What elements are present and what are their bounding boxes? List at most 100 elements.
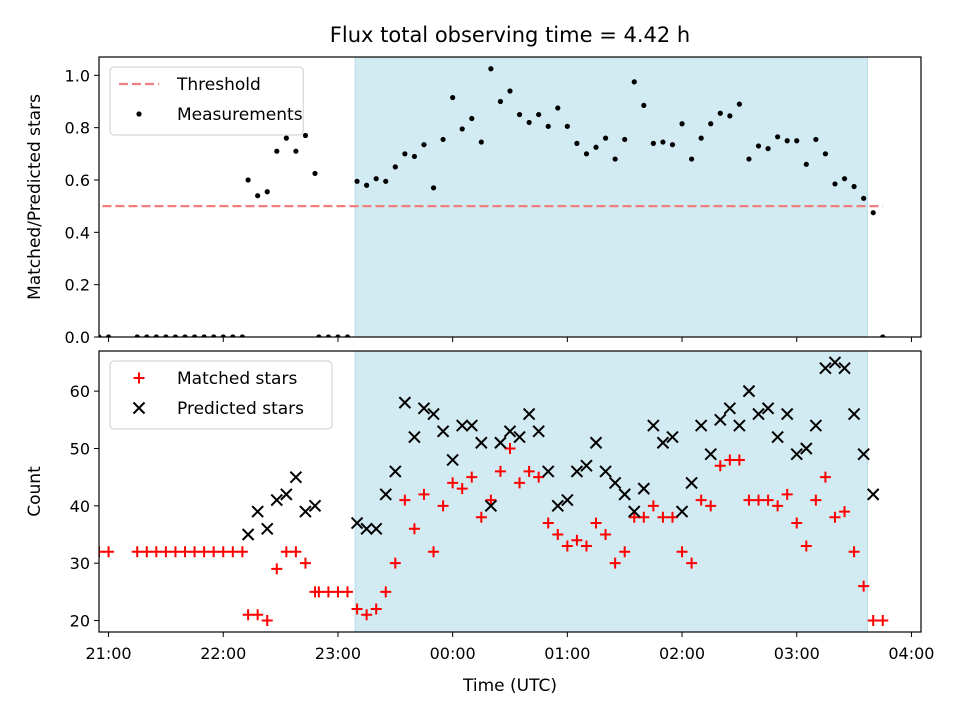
- data-point: [781, 488, 793, 500]
- data-point: [242, 609, 254, 621]
- data-point: [344, 334, 351, 337]
- data-point: [399, 494, 411, 506]
- data-point: [870, 210, 876, 216]
- data-point: [144, 334, 150, 337]
- legend-label: Threshold: [176, 75, 261, 95]
- data-point: [698, 135, 704, 141]
- data-point: [494, 436, 507, 449]
- legend-matched-swatch: [133, 372, 145, 384]
- observing-window-span: [354, 56, 868, 338]
- data-point: [516, 111, 523, 118]
- data-point: [800, 442, 813, 455]
- data-point: [650, 140, 656, 146]
- data-point: [714, 413, 727, 427]
- data-point: [383, 178, 389, 184]
- data-point: [105, 334, 112, 337]
- data-point: [332, 586, 344, 598]
- legend-box: [109, 360, 333, 430]
- data-point: [694, 419, 708, 432]
- data-point: [775, 134, 781, 140]
- data-point: [819, 471, 831, 483]
- plot-area: [99, 66, 886, 337]
- data-point: [829, 511, 841, 523]
- data-point: [858, 580, 870, 592]
- axes-frame: [98, 350, 922, 633]
- data-point: [761, 402, 775, 415]
- data-point: [551, 499, 564, 513]
- data-point: [851, 183, 857, 190]
- data-point: [241, 528, 255, 541]
- data-point: [666, 511, 678, 523]
- data-point: [514, 477, 526, 489]
- data-point: [398, 396, 412, 409]
- data-point: [839, 506, 851, 518]
- x-axis-label: Time (UTC): [462, 676, 557, 696]
- data-point: [647, 500, 659, 512]
- data-point: [828, 356, 842, 369]
- data-point: [131, 546, 143, 558]
- data-point: [765, 145, 771, 152]
- data-point: [153, 334, 159, 337]
- series-measurements: [99, 66, 886, 337]
- data-point: [494, 465, 506, 477]
- x-tick-label: 23:00: [315, 644, 361, 663]
- data-point: [350, 516, 364, 530]
- data-point: [669, 142, 676, 148]
- data-point: [280, 546, 292, 558]
- data-point: [723, 402, 737, 415]
- y-tick-label: 20: [70, 612, 90, 631]
- data-point: [264, 189, 270, 195]
- data-point: [784, 138, 790, 144]
- data-point: [861, 195, 867, 201]
- legend-label: Predicted stars: [177, 399, 304, 419]
- data-point: [822, 151, 829, 157]
- data-point: [230, 334, 236, 337]
- data-point: [252, 609, 264, 621]
- data-point: [503, 425, 517, 438]
- data-point: [638, 511, 650, 523]
- data-point: [743, 494, 755, 506]
- data-point: [708, 121, 714, 127]
- data-point: [571, 534, 583, 546]
- data-point: [469, 115, 475, 122]
- data-point: [628, 511, 640, 523]
- data-point: [290, 546, 302, 558]
- data-point: [245, 177, 251, 183]
- x-tick-label: 21:00: [86, 644, 132, 663]
- data-point: [561, 540, 573, 552]
- data-point: [182, 334, 188, 337]
- data-point: [695, 494, 707, 506]
- y-tick-label: 50: [70, 439, 90, 458]
- data-point: [103, 546, 115, 558]
- data-point: [312, 170, 318, 177]
- data-point: [656, 436, 670, 449]
- data-point: [880, 334, 886, 337]
- data-point: [335, 334, 341, 337]
- data-point: [819, 361, 832, 375]
- data-point: [379, 488, 392, 501]
- data-point: [169, 546, 181, 558]
- data-point: [456, 419, 469, 432]
- data-point: [302, 132, 309, 139]
- data-point: [172, 334, 179, 337]
- data-point: [440, 136, 446, 143]
- data-point: [857, 448, 870, 461]
- x-tick-label: 02:00: [659, 644, 705, 663]
- data-point: [679, 121, 685, 127]
- y-tick-label: 0.6: [65, 171, 90, 190]
- data-point: [255, 193, 261, 199]
- data-point: [447, 477, 459, 489]
- data-point: [746, 156, 752, 162]
- data-point: [545, 123, 551, 129]
- data-point: [542, 465, 555, 478]
- data-point: [198, 546, 210, 558]
- data-point: [686, 557, 698, 569]
- data-point: [99, 334, 102, 337]
- data-point: [717, 110, 723, 116]
- data-point: [809, 419, 823, 432]
- data-point: [485, 494, 497, 506]
- data-point: [504, 442, 516, 454]
- data-point: [727, 113, 733, 119]
- data-point: [685, 476, 698, 490]
- data-point: [523, 465, 535, 477]
